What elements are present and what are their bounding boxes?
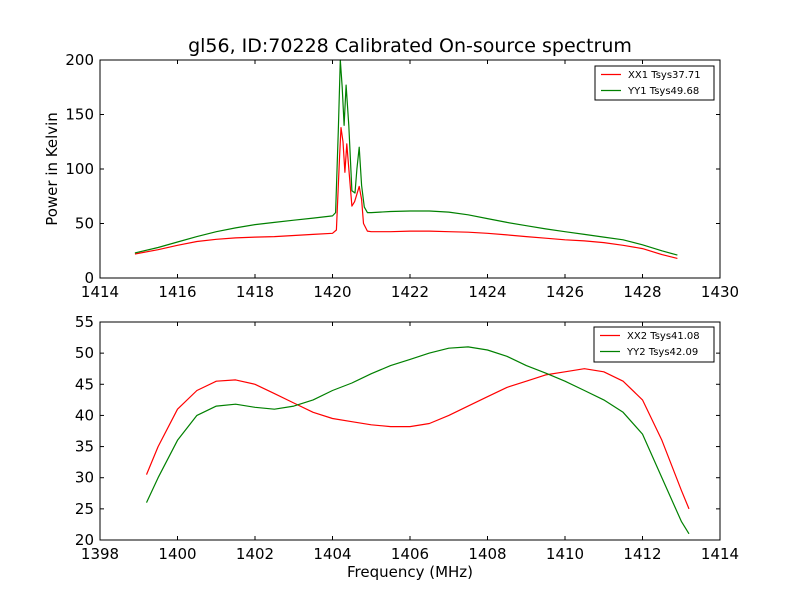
y-axis-label: Power in Kelvin (43, 112, 61, 226)
x-tick-label: 1400 (158, 545, 196, 563)
legend: XX1 Tsys37.71 YY1 Tsys49.68 (594, 65, 715, 101)
x-tick-label: 1430 (701, 283, 739, 301)
x-axis-label: Frequency (MHz) (347, 563, 473, 581)
x-tick-label: 1414 (81, 283, 119, 301)
legend-entry: YY2 Tsys42.09 (626, 347, 698, 358)
legend-box (593, 326, 715, 363)
x-tick-label: 1418 (236, 283, 274, 301)
legend-entry: XX1 Tsys37.71 (628, 70, 701, 81)
x-tick-label: 1414 (701, 545, 739, 563)
x-tick-label: 1404 (313, 545, 351, 563)
series-line-xx2 (145, 368, 690, 510)
bottom-spectrum-panel: 1398 1400 1402 1404 1406 1408 1410 1412 1414 20 25… (75, 313, 739, 563)
x-tick-label: 1408 (468, 545, 506, 563)
y-tick-label: 25 (75, 500, 94, 518)
y-tick-label: 55 (75, 313, 94, 331)
y-tick-label: 35 (75, 438, 94, 456)
x-tick-label: 1428 (623, 283, 661, 301)
y-tick-label: 50 (75, 215, 94, 233)
legend-entry: YY1 Tsys49.68 (627, 86, 699, 97)
x-tick-label: 1420 (313, 283, 351, 301)
legend-box (594, 65, 715, 101)
y-tick-label: 20 (75, 531, 94, 549)
series-line-yy1 (134, 59, 678, 256)
x-tick-label: 1406 (391, 545, 429, 563)
series-line-xx1 (134, 127, 678, 259)
legend-entry: XX2 Tsys41.08 (627, 331, 700, 342)
y-tick-label: 50 (75, 344, 94, 362)
figure-title: gl56, ID:70228 Calibrated On-source spec… (188, 35, 632, 57)
x-tick-label: 1412 (623, 545, 661, 563)
series-line-yy2 (145, 346, 690, 535)
y-tick-label: 150 (65, 106, 94, 124)
legend: XX2 Tsys41.08 YY2 Tsys42.09 (593, 326, 715, 363)
x-tick-label: 1426 (546, 283, 584, 301)
y-tick-label: 30 (75, 469, 94, 487)
y-tick-label: 100 (65, 160, 94, 178)
x-tick-label: 1416 (158, 283, 196, 301)
x-tick-label: 1424 (468, 283, 506, 301)
x-tick-label: 1422 (391, 283, 429, 301)
y-tick-label: 40 (75, 406, 94, 424)
y-tick-label: 0 (84, 269, 94, 287)
x-tick-label: 1402 (236, 545, 274, 563)
x-tick-label: 1398 (81, 545, 119, 563)
y-tick-label: 200 (65, 51, 94, 69)
x-tick-label: 1410 (546, 545, 584, 563)
top-spectrum-panel: 1414 1416 1418 1420 1422 1424 1426 1428 1430 0 50 1… (65, 51, 739, 301)
y-tick-label: 45 (75, 375, 94, 393)
